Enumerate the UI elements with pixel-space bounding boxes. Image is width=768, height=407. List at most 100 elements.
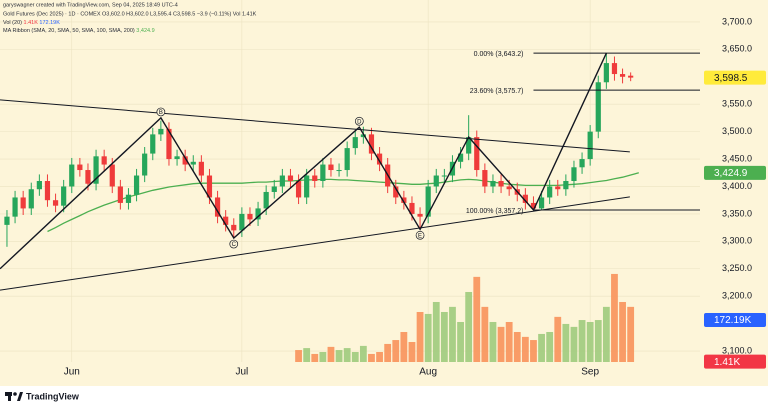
- candle-body: [628, 75, 634, 78]
- fib-label: 0.00% (3,643.2): [474, 51, 524, 58]
- volume-bar: [449, 306, 456, 362]
- candle-body: [587, 131, 593, 160]
- y-tick-label: 3,500.0: [722, 126, 752, 136]
- volume-bar: [611, 273, 618, 362]
- pivot-marker: [354, 116, 364, 126]
- volume-bar: [530, 340, 537, 362]
- volume-bar: [602, 306, 610, 362]
- logo-icon: [17, 392, 23, 401]
- candle-body: [328, 164, 334, 171]
- candle-body: [457, 153, 464, 162]
- volume-bar: [440, 311, 448, 362]
- price-tag-label: 3,598.5: [714, 73, 748, 84]
- pivot-marker: [229, 239, 239, 249]
- candle-body: [182, 156, 188, 165]
- volume-bar: [311, 353, 319, 362]
- volume-bar: [319, 351, 327, 362]
- candle-body: [69, 164, 75, 187]
- candle-body: [279, 175, 285, 187]
- indicator-name: Vol (20): [3, 20, 22, 26]
- logo-icon: [8, 392, 11, 401]
- volume-bar: [554, 316, 562, 362]
- volume-bar: [505, 321, 513, 362]
- candle-body: [490, 181, 496, 187]
- y-tick-label: 3,350.0: [722, 208, 752, 218]
- pattern-line: [0, 52, 608, 270]
- fib-label: 100.00% (3,357.2): [466, 208, 524, 215]
- candle-body: [595, 82, 601, 132]
- candle-body: [295, 181, 302, 198]
- candle-body: [401, 197, 407, 203]
- volume-bar: [627, 306, 635, 362]
- candle-body: [417, 213, 423, 217]
- trendline: [0, 196, 630, 291]
- candle-body: [93, 156, 99, 184]
- volume-bar: [562, 323, 570, 362]
- candle-body: [352, 137, 358, 149]
- candle-body: [571, 167, 577, 181]
- x-tick-label: Jul: [235, 367, 248, 378]
- candle-body: [214, 197, 221, 217]
- ma-indicator: MA Ribbon (SMA, 20, SMA, 50, SMA, 100, S…: [3, 28, 155, 34]
- y-tick-label: 3,200.0: [722, 291, 752, 301]
- candle-body: [522, 194, 528, 203]
- candle-body: [563, 181, 569, 190]
- symbol-info: Gold Futures (Dec 2025) · 1D · COMEX O3,…: [3, 11, 257, 17]
- x-tick-label: Sep: [581, 367, 599, 378]
- candle-body: [206, 175, 213, 198]
- candle-body: [441, 175, 447, 177]
- candle-body: [603, 63, 609, 83]
- pivot-marker: [415, 230, 425, 240]
- volume-bar: [335, 350, 343, 362]
- candle-body: [117, 186, 123, 203]
- volume-bar: [521, 336, 529, 362]
- logo-text: TradingView: [26, 391, 80, 401]
- candle-body: [619, 74, 626, 77]
- volume-bar: [295, 350, 302, 362]
- candle-body: [174, 156, 180, 160]
- background: [0, 0, 768, 386]
- candle-body: [142, 153, 148, 176]
- candle-body: [239, 213, 245, 231]
- volume-bar: [489, 321, 497, 362]
- candle-body: [360, 134, 366, 138]
- logo-icon: [13, 392, 17, 396]
- volume-bar: [594, 320, 602, 362]
- candle-body: [12, 197, 18, 217]
- volume-bar: [303, 348, 311, 362]
- price-tag: [704, 165, 766, 180]
- volume-bar: [376, 351, 383, 362]
- candle-body: [4, 216, 10, 225]
- pivot-label: D: [357, 119, 362, 125]
- volume-bar: [359, 345, 367, 362]
- volume-bar: [327, 346, 335, 362]
- indicator-value: 172.19K: [39, 20, 60, 26]
- candle-body: [376, 153, 383, 165]
- moving-average: [47, 172, 639, 233]
- candle-body: [166, 128, 172, 160]
- volume-bar: [481, 306, 489, 362]
- candle-body: [150, 134, 156, 154]
- candle-body: [466, 137, 472, 154]
- candle-body: [482, 170, 488, 187]
- indicator-value: 3,424.9: [136, 28, 154, 34]
- candle-body: [77, 164, 83, 171]
- candle-body: [368, 134, 375, 154]
- candle-body: [474, 137, 480, 171]
- price-tag: [704, 354, 766, 369]
- volume-indicator: Vol (20) 1.41K 172.19K: [3, 20, 60, 26]
- price-tag: [704, 312, 766, 327]
- candle-body: [223, 216, 229, 225]
- candle-body: [255, 208, 261, 220]
- candle-body: [304, 175, 310, 198]
- pivot-label: C: [232, 242, 237, 248]
- volume-bar: [351, 351, 359, 362]
- pivot-label: E: [418, 233, 422, 239]
- indicator-value: 1.41K: [24, 20, 39, 26]
- candle-body: [190, 161, 196, 165]
- candle-body: [52, 200, 59, 206]
- logo: TradingView: [5, 391, 80, 401]
- candle-body: [247, 213, 253, 220]
- volume-bar: [465, 291, 473, 362]
- volume-bar: [400, 331, 408, 362]
